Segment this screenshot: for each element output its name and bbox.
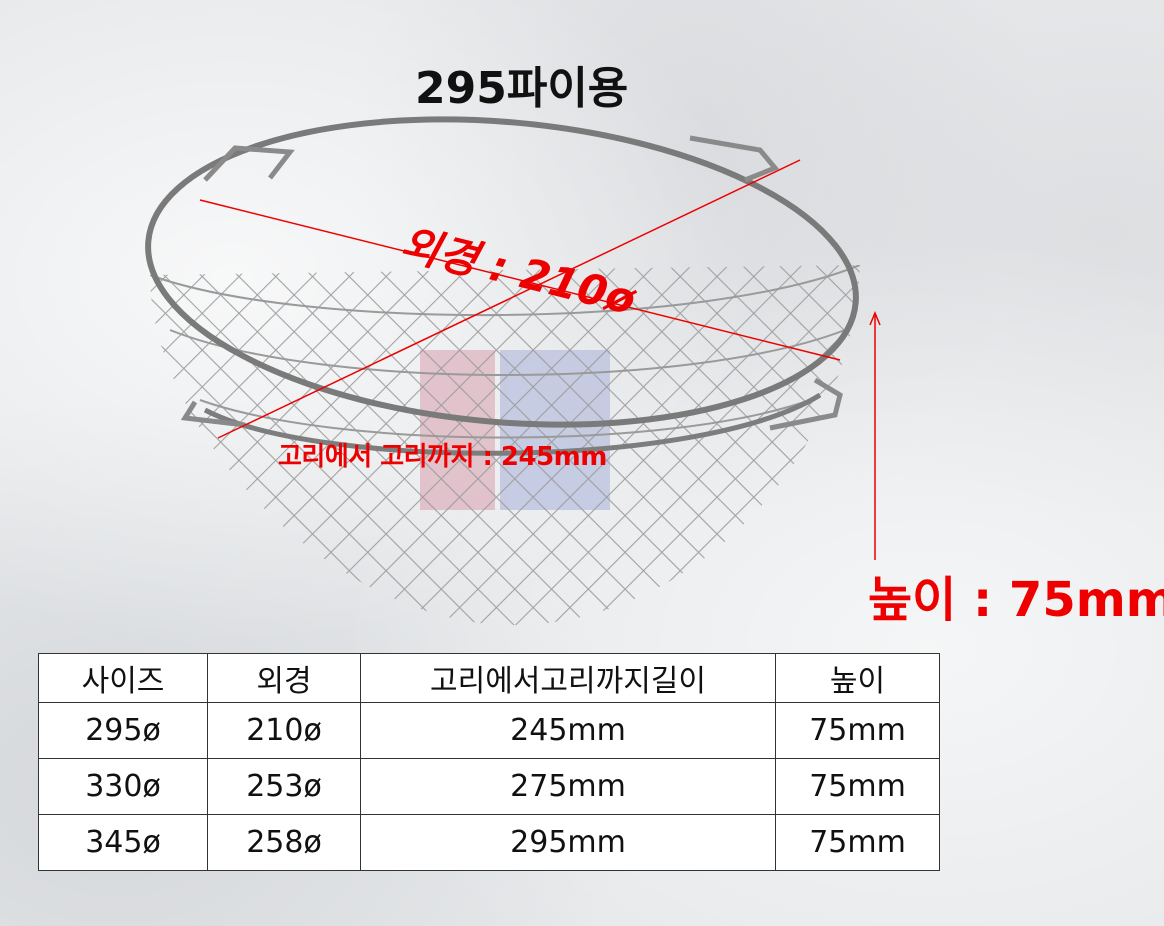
height-arrow-icon <box>869 311 881 326</box>
cell-height: 75mm <box>775 758 940 815</box>
cell-size: 345ø <box>38 814 208 871</box>
table-row: 295ø 210ø 245mm 75mm <box>38 702 940 759</box>
cell-size: 330ø <box>38 758 208 815</box>
spec-table: 사이즈 외경 고리에서고리까지길이 높이 295ø 210ø 245mm 75m… <box>38 653 940 871</box>
page-title: 295파이용 <box>415 63 629 114</box>
cell-rim-length: 275mm <box>360 758 776 815</box>
cell-outer-diameter: 253ø <box>207 758 361 815</box>
header-size: 사이즈 <box>38 653 208 703</box>
cell-outer-diameter: 210ø <box>207 702 361 759</box>
rim-to-rim-line <box>217 159 801 439</box>
table-header-row: 사이즈 외경 고리에서고리까지길이 높이 <box>38 653 940 703</box>
table-row: 330ø 253ø 275mm 75mm <box>38 758 940 815</box>
cell-rim-length: 245mm <box>360 702 776 759</box>
handle-left-top <box>203 145 295 182</box>
height-label: 높이 : 75mm <box>868 572 1164 628</box>
header-height: 높이 <box>775 653 940 703</box>
cell-height: 75mm <box>775 702 940 759</box>
basket-mesh <box>150 265 860 626</box>
cell-rim-length: 295mm <box>360 814 776 871</box>
cell-size: 295ø <box>38 702 208 759</box>
handle-right-bottom <box>769 377 843 431</box>
handle-left-bottom <box>180 400 246 428</box>
outer-diameter-line <box>199 199 841 361</box>
cell-height: 75mm <box>775 814 940 871</box>
basket-top-rim <box>145 116 859 428</box>
header-rim-length: 고리에서고리까지길이 <box>360 653 776 703</box>
handle-right-top <box>689 135 780 183</box>
basket-lower-rim <box>203 392 822 456</box>
table-row: 345ø 258ø 295mm 75mm <box>38 814 940 871</box>
cell-outer-diameter: 258ø <box>207 814 361 871</box>
header-outer-diameter: 외경 <box>207 653 361 703</box>
rim-to-rim-label: 고리에서 고리까지 : 245mm <box>278 442 607 472</box>
